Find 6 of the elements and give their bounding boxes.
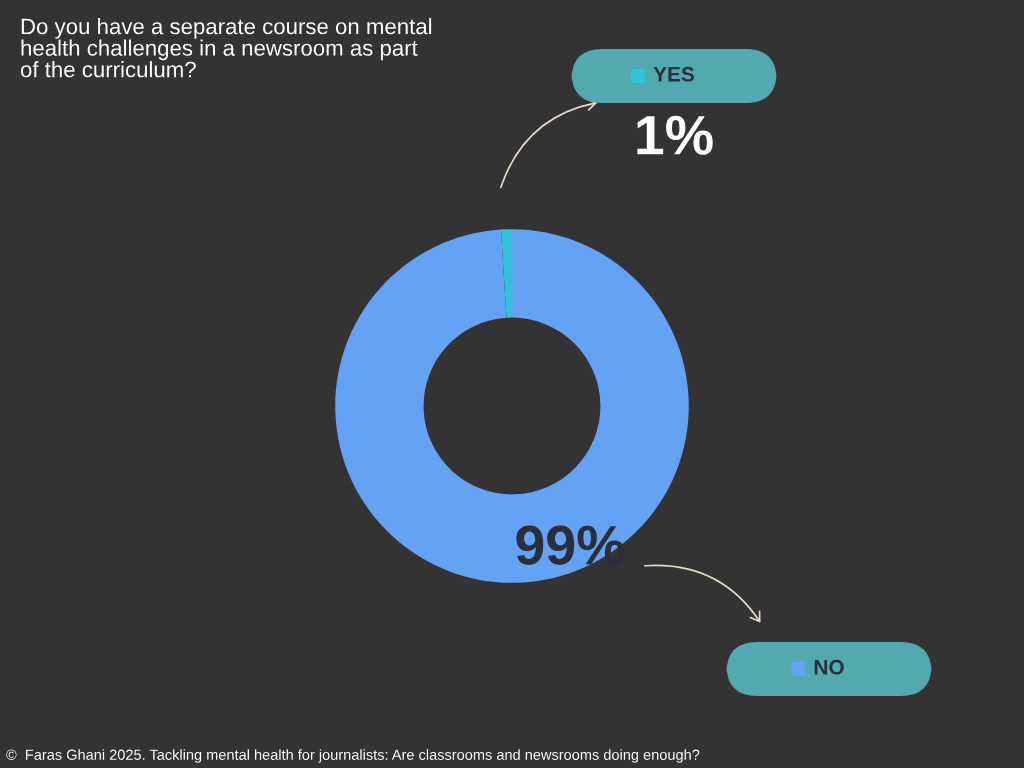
data-label: 99% [516, 525, 625, 565]
data-label: 1% [637, 115, 713, 155]
text: © Faras Ghani 2025. Tackling mental health for journalists: Are classrooms and newsrooms doing enough? [6, 749, 700, 763]
legend-label: YES [653, 66, 695, 82]
legend-label: NO [814, 659, 844, 675]
chart-title: Do you have a separate course on mental health challenges in a newsroom as part of the curriculum? [20, 18, 432, 78]
